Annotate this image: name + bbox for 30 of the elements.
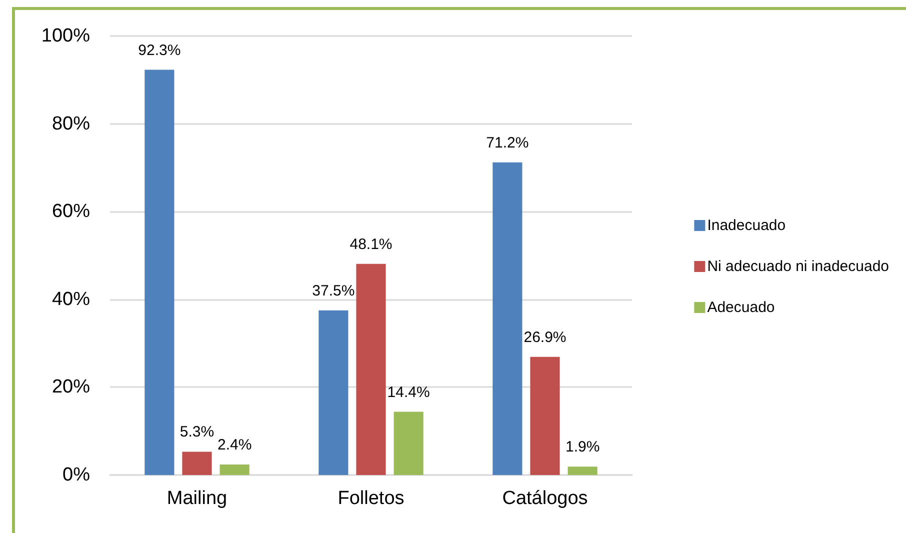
bar [182,452,212,475]
y-tick-label: 80% [52,113,90,134]
data-label: 26.9% [524,328,566,346]
legend-label: Inadecuado [707,217,786,234]
legend-label: Adecuado [707,299,775,316]
data-label: 37.5% [312,282,355,300]
bar [530,356,560,475]
data-label: 1.9% [565,438,600,456]
y-tick-label: 100% [41,26,90,46]
data-label: 92.3% [138,42,181,59]
bar [394,412,424,475]
y-tick-label: 0% [62,464,90,486]
data-label: 48.1% [350,236,392,253]
data-label: 14.4% [387,384,430,401]
x-tick-label: Folletos [338,488,404,509]
x-tick-label: Catálogos [502,488,588,509]
bar [492,162,522,475]
x-tick-label: Mailing [166,488,228,509]
data-label: 2.4% [217,436,252,454]
legend-label: Ni adecuado ni inadecuado [707,258,890,275]
data-label: 71.2% [486,134,529,152]
y-tick-label: 60% [52,201,90,222]
bar [144,70,174,475]
data-label: 5.3% [180,424,214,441]
bar [356,264,386,475]
bar [568,466,598,475]
y-tick-label: 40% [52,288,90,310]
bar [220,464,250,475]
y-tick-label: 20% [52,376,90,398]
bar [318,310,348,475]
